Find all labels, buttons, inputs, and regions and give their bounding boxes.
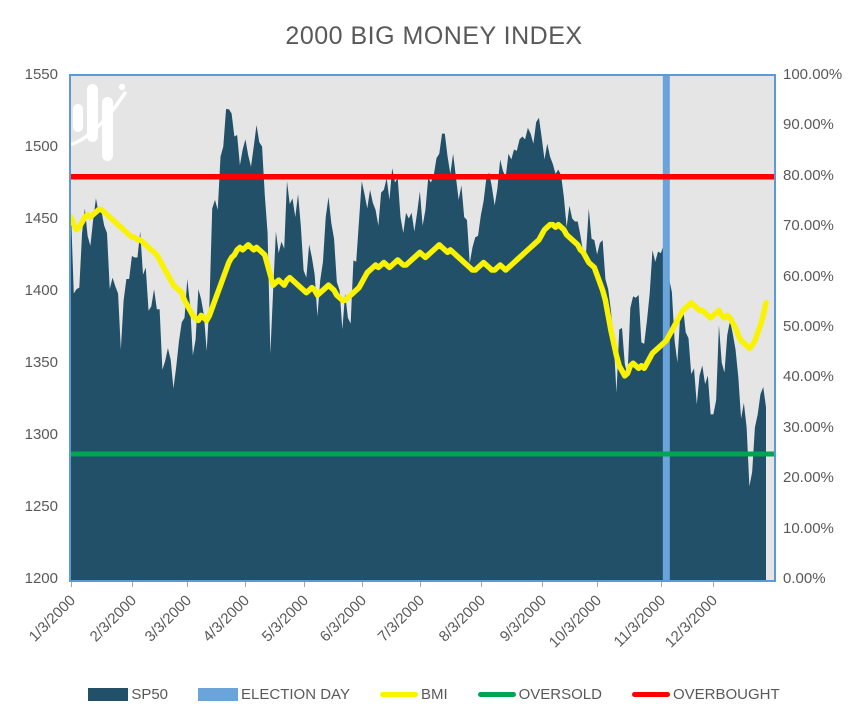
x-axis-tick-mark — [303, 582, 305, 587]
sp500-area-series — [71, 109, 766, 580]
left-axis-tick-label: 1250 — [24, 498, 58, 515]
legend-item-sp50[interactable]: SP50 — [88, 686, 168, 703]
legend-item-election-day[interactable]: ELECTION DAY — [198, 686, 350, 703]
x-axis-tick-mark — [131, 582, 133, 587]
x-axis-tick-mark — [713, 582, 715, 587]
right-axis-tick-label: 80.00% — [783, 166, 834, 184]
legend-item-bmi[interactable]: BMI — [379, 686, 448, 703]
legend-swatch-icon — [198, 688, 239, 701]
legend-swatch-icon — [631, 692, 670, 697]
legend: SP50 ELECTION DAY BMI OVERSOLD OVERBOUGHT — [0, 686, 868, 703]
x-axis-tick-mark — [187, 582, 189, 587]
legend-label: BMI — [420, 686, 448, 703]
legend-label: SP50 — [131, 686, 169, 703]
x-axis-tick-mark — [660, 582, 662, 587]
legend-item-overbought[interactable]: OVERBOUGHT — [631, 686, 780, 703]
right-axis-tick-label: 100.00% — [783, 66, 843, 83]
right-axis-tick-label: 90.00% — [783, 116, 834, 134]
plot-series-svg — [71, 76, 774, 580]
right-axis-tick-label: 60.00% — [783, 267, 834, 285]
left-axis-tick-label: 1350 — [24, 354, 58, 371]
chart-title: 2000 BIG MONEY INDEX — [285, 22, 583, 50]
legend-item-oversold[interactable]: OVERSOLD — [477, 686, 602, 703]
legend-swatch-icon — [379, 692, 418, 697]
right-axis-tick-label: 40.00% — [783, 368, 834, 386]
right-axis-tick-label: 20.00% — [783, 469, 834, 487]
right-axis-tick-label: 70.00% — [783, 217, 834, 235]
x-axis-tick-mark — [71, 582, 72, 587]
legend-label: OVERSOLD — [518, 686, 602, 703]
x-axis-tick-mark — [541, 582, 543, 587]
right-axis-tick-label: 30.00% — [783, 418, 834, 436]
right-axis-tick-label: 50.00% — [783, 318, 834, 335]
legend-label: ELECTION DAY — [241, 686, 350, 703]
left-axis-tick-label: 1450 — [24, 210, 58, 227]
election-day-band — [662, 76, 670, 580]
right-axis-tick-label: 0.00% — [783, 570, 826, 587]
legend-swatch-icon — [88, 688, 129, 701]
watermark-logo-icon — [71, 83, 127, 161]
left-axis-tick-label: 1550 — [24, 66, 58, 83]
left-axis-tick-label: 1400 — [24, 282, 58, 299]
bmi-line-series — [71, 206, 769, 379]
legend-swatch-icon — [477, 692, 516, 697]
right-axis-tick-label: 10.00% — [783, 519, 834, 537]
left-axis-tick-label: 1200 — [24, 570, 58, 587]
left-axis-tick-label: 1500 — [24, 138, 58, 155]
x-axis-tick-mark — [480, 582, 482, 587]
x-axis-tick-mark — [419, 582, 421, 587]
legend-label: OVERBOUGHT — [672, 686, 780, 703]
x-axis-tick-mark — [597, 582, 599, 587]
x-axis-tick-mark — [361, 582, 363, 587]
x-axis-tick-mark — [245, 582, 247, 587]
left-axis-tick-label: 1300 — [24, 426, 58, 443]
plot-area[interactable] — [69, 74, 776, 582]
